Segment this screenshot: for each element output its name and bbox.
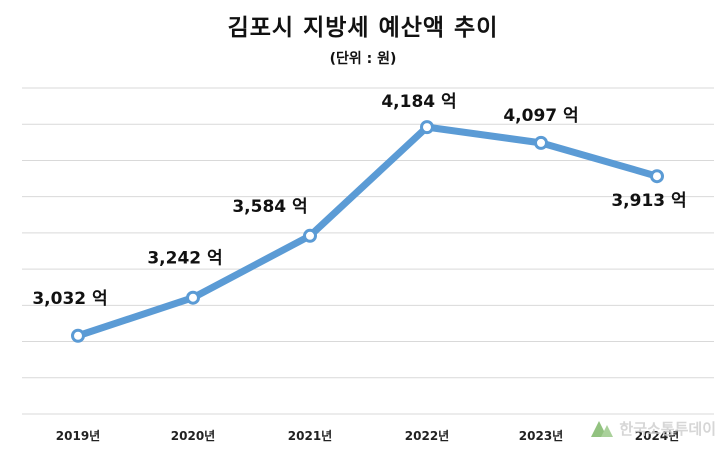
data-point (534, 135, 548, 150)
x-tick-label: 2021년 (288, 429, 332, 443)
data-label: 3,032 억 (32, 289, 107, 309)
data-points (71, 120, 664, 343)
data-point (71, 328, 85, 343)
watermark: 한국소통투데이 (589, 417, 716, 439)
series-polyline (74, 123, 661, 340)
chart-title: 김포시 지방세 예산액 추이 (227, 15, 499, 41)
chart-subtitle: (단위 : 원) (329, 51, 397, 67)
x-axis-ticks: 2019년 2020년 2021년 2022년 2023년 2024년 (56, 429, 679, 443)
x-tick-label: 2023년 (519, 429, 563, 443)
data-labels: 3,032 억 3,242 억 3,584 억 4,184 억 4,097 억 3,913… (32, 92, 686, 309)
x-tick-label: 2024년 (635, 429, 679, 443)
data-label: 4,184 억 (381, 92, 456, 112)
data-label: 4,097 억 (503, 106, 578, 126)
data-label: 3,913 억 (611, 191, 686, 211)
data-point (420, 120, 434, 135)
data-point (186, 290, 200, 305)
watermark-text: 한국소통투데이 (619, 419, 716, 438)
x-tick-label: 2022년 (405, 429, 449, 443)
data-point (650, 169, 664, 184)
data-label: 3,242 억 (147, 249, 222, 269)
watermark-logo-icon (591, 421, 614, 437)
x-tick-label: 2020년 (171, 429, 215, 443)
series-line (74, 123, 661, 340)
data-point (303, 228, 317, 243)
x-tick-label: 2019년 (56, 429, 100, 443)
data-label: 3,584 억 (232, 197, 307, 217)
gridlines (22, 87, 714, 415)
